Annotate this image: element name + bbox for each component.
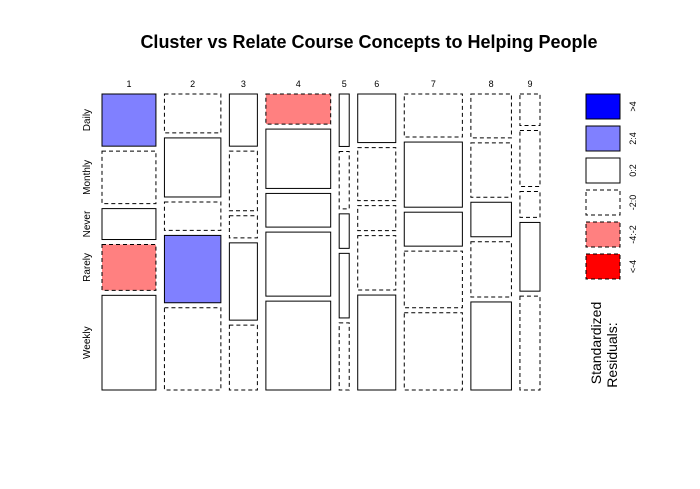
row-label: Daily <box>82 109 93 131</box>
mosaic-tile <box>163 234 222 304</box>
legend-label: <-4 <box>628 260 638 273</box>
mosaic-tile <box>101 93 157 147</box>
column-label: 8 <box>489 79 494 89</box>
mosaic-tile <box>470 241 512 298</box>
mosaic-tile <box>519 129 541 187</box>
mosaic-tile <box>101 294 157 391</box>
mosaic-tile <box>228 242 258 321</box>
mosaic-tile <box>338 322 350 391</box>
mosaic-tile <box>265 231 332 297</box>
mosaic-tile <box>403 141 463 208</box>
mosaic-tile <box>101 244 157 291</box>
mosaic-tile <box>357 147 397 202</box>
row-label: Monthly <box>82 160 93 195</box>
legend-swatch <box>585 253 621 280</box>
mosaic-tile <box>470 301 512 391</box>
legend-title: Standardized <box>588 302 604 385</box>
mosaic-tile <box>338 93 350 147</box>
legend-swatch <box>585 125 621 152</box>
mosaic-tile <box>470 201 512 238</box>
mosaic-tile <box>470 93 512 139</box>
mosaic-tile <box>357 294 397 391</box>
mosaic-tile <box>265 128 332 189</box>
mosaic-tile <box>163 201 222 231</box>
mosaic-tile <box>338 150 350 210</box>
mosaic-tile <box>163 307 222 391</box>
column-labels: 1 2 3 4 5 6 7 8 9 <box>126 79 532 89</box>
legend-label: >4 <box>628 101 638 111</box>
column-label: 3 <box>241 79 246 89</box>
mosaic-tile <box>163 137 222 198</box>
legend-label: 0:2 <box>628 164 638 177</box>
legend-label: -2:0 <box>628 195 638 211</box>
mosaic-tile <box>357 235 397 291</box>
row-labels: Daily Monthly Never Rarely Weekly <box>82 109 93 359</box>
mosaic-tile <box>338 252 350 319</box>
column-label: 7 <box>431 79 436 89</box>
mosaic-tile <box>265 93 332 125</box>
column-label: 2 <box>190 79 195 89</box>
column-label: 6 <box>374 79 379 89</box>
legend: >4 2:4 0:2 -2:0 -4:-2 <-4 Standardized Residual… <box>585 93 638 388</box>
column-label: 4 <box>296 79 301 89</box>
mosaic-tiles <box>101 93 541 391</box>
mosaic-tile <box>338 213 350 249</box>
mosaic-tile <box>403 93 463 138</box>
mosaic-tile <box>403 312 463 391</box>
mosaic-tile <box>357 93 397 144</box>
mosaic-tile <box>163 93 222 134</box>
legend-title: Residuals: <box>604 322 620 387</box>
legend-label: -4:-2 <box>628 225 638 244</box>
mosaic-tile <box>228 93 258 147</box>
legend-swatch <box>585 221 621 248</box>
row-label: Weekly <box>82 326 93 359</box>
row-label: Rarely <box>82 253 93 282</box>
mosaic-tile <box>101 208 157 241</box>
chart-title: Cluster vs Relate Course Concepts to Hel… <box>140 32 597 52</box>
column-label: 9 <box>527 79 532 89</box>
mosaic-tile <box>357 205 397 232</box>
mosaic-tile <box>228 215 258 239</box>
mosaic-tile <box>403 250 463 309</box>
mosaic-tile <box>519 93 541 126</box>
mosaic-tile <box>101 150 157 205</box>
column-label: 5 <box>342 79 347 89</box>
column-label: 1 <box>126 79 131 89</box>
legend-swatch <box>585 93 621 120</box>
mosaic-tile <box>470 142 512 198</box>
mosaic-tile <box>265 300 332 391</box>
mosaic-tile <box>519 221 541 292</box>
legend-swatch <box>585 157 621 184</box>
legend-label: 2:4 <box>628 132 638 145</box>
mosaic-tile <box>519 295 541 391</box>
mosaic-tile <box>403 211 463 247</box>
mosaic-tile <box>228 150 258 212</box>
mosaic-tile <box>519 190 541 218</box>
row-label: Never <box>82 210 93 237</box>
mosaic-tile <box>265 192 332 228</box>
legend-swatch <box>585 189 621 216</box>
mosaic-tile <box>228 324 258 391</box>
